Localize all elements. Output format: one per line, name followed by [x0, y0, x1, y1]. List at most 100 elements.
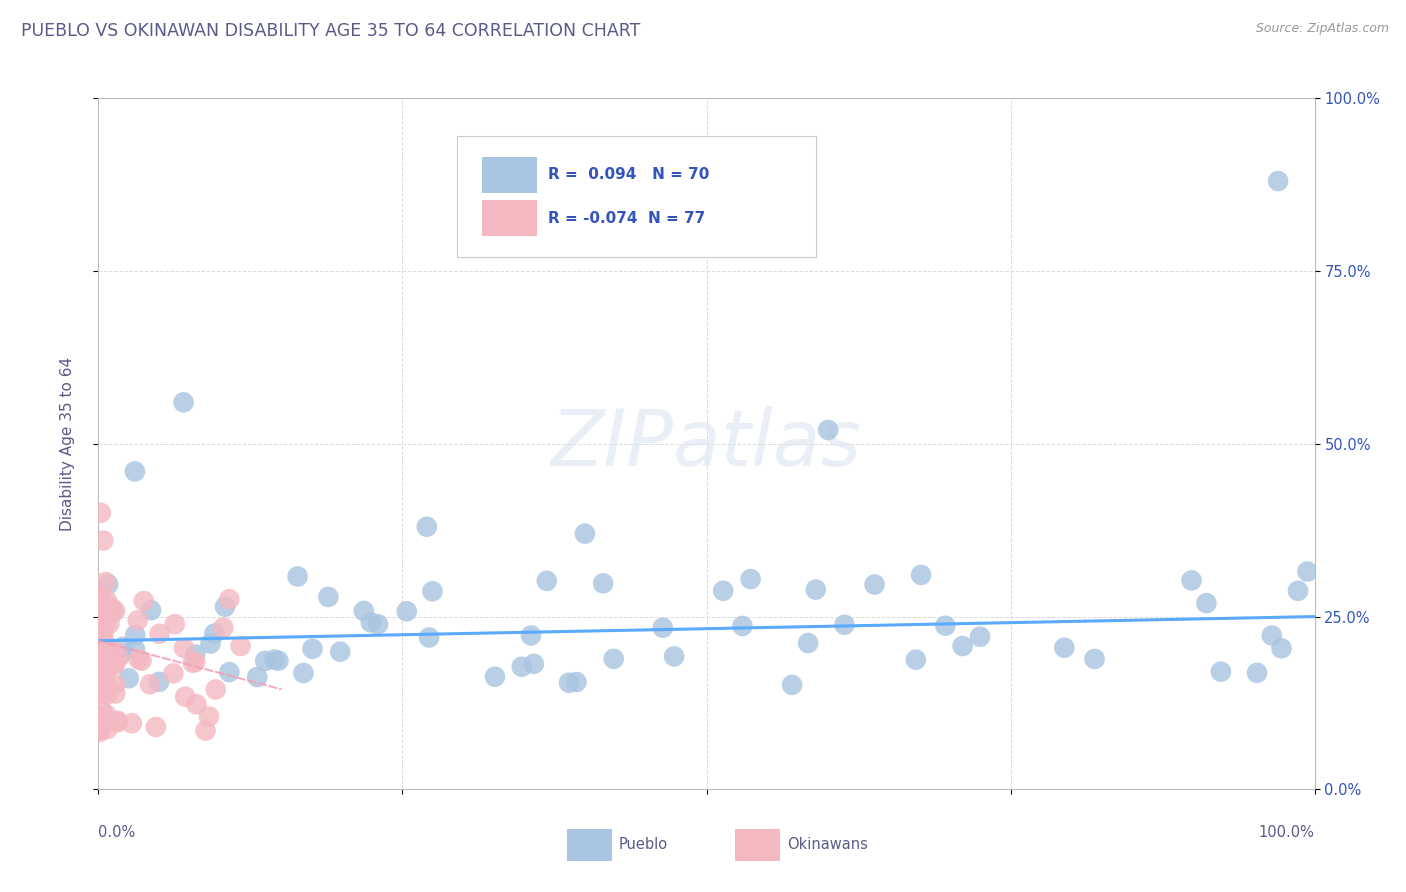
Point [94, 615, 117, 630]
Point [173, 395, 195, 409]
Point [100, 656, 122, 670]
Point [90, 591, 112, 605]
Point [93, 652, 115, 666]
Point [89, 617, 111, 632]
Point [934, 618, 956, 632]
Point [696, 229, 718, 244]
Point [94, 681, 117, 695]
Point [1270, 641, 1292, 656]
Point [87, 722, 110, 736]
Point [148, 626, 170, 640]
Point [204, 682, 226, 697]
Point [96, 688, 118, 702]
Point [89, 631, 111, 645]
Point [740, 572, 762, 586]
Point [797, 636, 820, 650]
Point [107, 715, 129, 730]
Point [218, 665, 240, 679]
Point [510, 660, 533, 674]
Point [94, 645, 117, 659]
Point [1083, 652, 1105, 666]
Point [139, 677, 162, 691]
Point [89, 714, 111, 728]
FancyBboxPatch shape [457, 136, 815, 257]
Point [93, 624, 115, 639]
Point [418, 631, 440, 645]
Point [90, 607, 112, 622]
Point [198, 709, 221, 723]
Point [301, 641, 323, 656]
Point [395, 604, 418, 618]
Text: ZIPatlas: ZIPatlas [551, 406, 862, 482]
Point [90, 676, 112, 690]
Text: 100.0%: 100.0% [1258, 825, 1315, 840]
Point [148, 674, 170, 689]
Point [87, 675, 110, 690]
Point [87, 594, 110, 608]
Text: PUEBLO VS OKINAWAN DISABILITY AGE 35 TO 64 CORRELATION CHART: PUEBLO VS OKINAWAN DISABILITY AGE 35 TO … [21, 22, 641, 40]
Point [194, 723, 217, 738]
Point [97, 577, 120, 591]
Point [731, 619, 754, 633]
Point [90, 615, 112, 629]
Point [173, 640, 195, 655]
Point [817, 423, 839, 437]
Point [184, 655, 207, 669]
Point [104, 677, 127, 691]
Point [1296, 565, 1319, 579]
Point [118, 671, 141, 685]
Point [834, 617, 856, 632]
Point [132, 594, 155, 608]
Point [214, 599, 236, 614]
Point [416, 519, 439, 533]
Point [162, 666, 184, 681]
Point [107, 650, 129, 665]
Point [329, 645, 352, 659]
Point [263, 652, 285, 666]
Point [267, 654, 290, 668]
Point [1261, 628, 1284, 642]
Point [103, 642, 125, 657]
Point [246, 670, 269, 684]
Point [104, 604, 127, 618]
Point [90, 631, 112, 645]
Point [422, 584, 444, 599]
Point [101, 606, 124, 620]
Point [127, 613, 149, 627]
Point [1246, 665, 1268, 680]
Point [484, 670, 506, 684]
Point [804, 582, 827, 597]
Point [105, 714, 128, 728]
Point [287, 569, 309, 583]
Point [128, 652, 150, 666]
Point [100, 600, 122, 615]
Point [96, 593, 118, 607]
Text: R =  0.094   N = 70: R = 0.094 N = 70 [548, 168, 710, 182]
Point [780, 678, 803, 692]
Point [139, 603, 162, 617]
Point [254, 654, 277, 668]
Point [89, 648, 111, 663]
Point [89, 723, 111, 737]
Point [98, 616, 121, 631]
Point [520, 628, 543, 642]
Text: Source: ZipAtlas.com: Source: ZipAtlas.com [1256, 22, 1389, 36]
Point [94, 575, 117, 590]
Point [186, 698, 208, 712]
Point [318, 590, 340, 604]
Point [96, 683, 118, 698]
Point [91, 533, 114, 548]
Point [711, 583, 734, 598]
Point [124, 642, 146, 657]
Point [558, 675, 581, 690]
Point [229, 639, 252, 653]
Point [523, 657, 546, 671]
Point [292, 666, 315, 681]
Point [89, 598, 111, 612]
Point [602, 652, 624, 666]
Point [97, 600, 120, 615]
Point [111, 640, 134, 654]
Point [89, 663, 111, 677]
Point [89, 609, 111, 624]
Point [952, 639, 974, 653]
